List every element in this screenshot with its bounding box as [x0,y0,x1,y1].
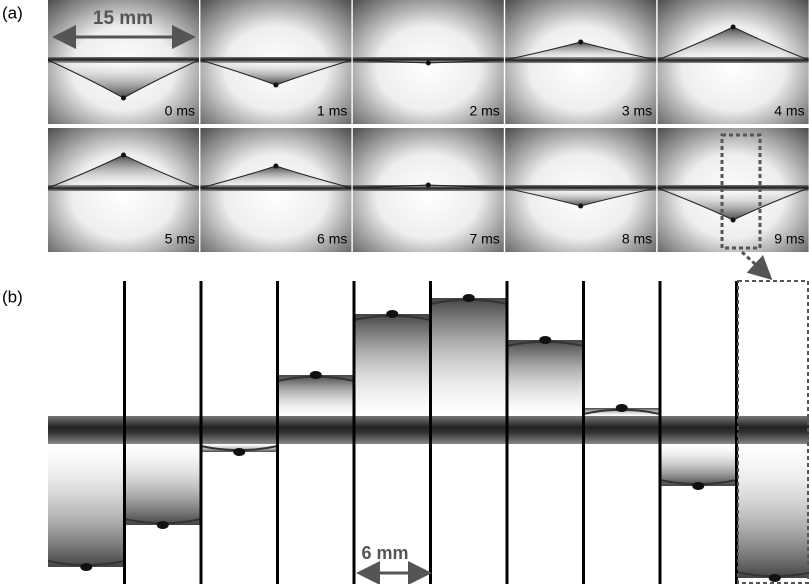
cusp [310,371,322,379]
cusp [769,574,781,582]
time-label: 4 ms [774,103,804,119]
cusp [731,25,736,30]
zoom-arrow [742,252,768,276]
membrane-band [48,416,809,444]
figure: (a) (b) 0 ms 1 ms 2 ms 3 ms 4 ms 5 ms 6 ms 7 ms… [0,0,809,584]
deflection-shade [125,444,202,525]
cusp [539,336,551,344]
time-label: 1 ms [317,103,347,119]
panel-label: (a) [2,3,23,22]
cusp [463,294,475,302]
cusp [386,310,398,318]
deflection-shade [507,340,584,416]
cusp [426,183,431,188]
cusp [426,61,431,66]
cusp [121,96,126,101]
cusp [273,83,278,88]
deflection-shade [48,444,125,567]
scale-label: 6 mm [361,543,408,563]
deflection-shade [431,298,508,416]
cusp [578,204,583,209]
deflection-shade [278,375,355,416]
cusp [121,153,126,158]
deflection-shade [354,314,431,416]
time-label: 6 ms [317,231,347,247]
time-label: 9 ms [774,231,804,247]
time-label: 5 ms [165,231,195,247]
time-label: 2 ms [469,103,499,119]
time-label: 0 ms [165,103,195,119]
cusp [616,404,628,412]
panel-label: (b) [2,287,23,306]
cusp [578,40,583,45]
scale-label: 15 mm [93,8,153,29]
deflection-shade [660,444,737,486]
cusp [157,521,169,529]
cusp [233,448,245,456]
cusp [731,218,736,223]
deflection-shade [737,444,809,578]
cusp [80,563,92,571]
time-label: 8 ms [622,231,652,247]
time-label: 3 ms [622,103,652,119]
cusp [692,482,704,490]
cusp [273,164,278,169]
time-label: 7 ms [469,231,499,247]
